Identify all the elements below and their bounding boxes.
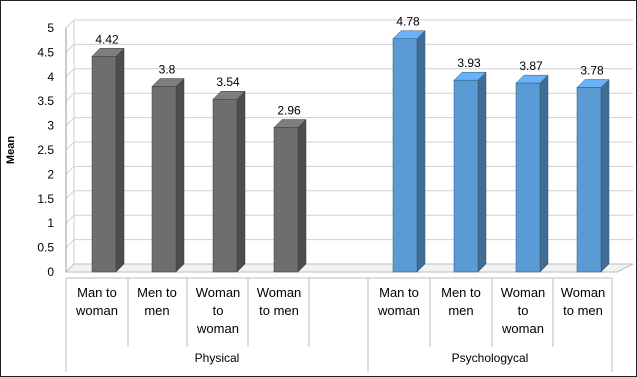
bar xyxy=(576,87,602,273)
chart-floor xyxy=(64,263,634,273)
category-label: Man to woman xyxy=(75,285,118,318)
category-label: Woman to woman xyxy=(501,285,546,336)
group-label: Psychologycal xyxy=(452,351,529,365)
category-label: Woman to woman xyxy=(196,285,241,336)
bar xyxy=(212,98,238,273)
gridline-depth xyxy=(65,214,75,224)
y-axis-label: Mean xyxy=(5,136,17,164)
bar-side xyxy=(600,78,610,273)
bar-side xyxy=(539,74,549,273)
bar-side xyxy=(416,30,426,273)
category-label: Woman to men xyxy=(561,285,606,318)
bar xyxy=(453,79,479,273)
bar xyxy=(91,56,117,273)
data-label: 3.93 xyxy=(457,56,481,70)
bar-side xyxy=(477,71,487,273)
group-label: Physical xyxy=(195,351,240,365)
bar xyxy=(273,127,299,273)
y-tick-label: 3 xyxy=(47,119,54,133)
gridline-depth xyxy=(65,166,75,175)
bar xyxy=(392,38,418,273)
gridline-depth xyxy=(65,117,75,126)
bar xyxy=(515,82,541,273)
category-label: Woman to men xyxy=(257,285,302,318)
bar-side xyxy=(297,118,307,273)
gridline-depth xyxy=(65,68,75,78)
category-label: Men to men xyxy=(441,285,481,318)
gridline-depth xyxy=(65,92,75,102)
y-tick-label: 4.5 xyxy=(37,45,54,59)
y-tick-label: 1.5 xyxy=(37,192,54,206)
y-tick-label: 5 xyxy=(47,21,54,35)
y-tick-label: 3.5 xyxy=(37,94,54,108)
gridline-depth xyxy=(65,141,75,151)
category-label: Man to woman xyxy=(377,285,420,318)
data-label: 3.78 xyxy=(580,64,604,78)
data-label: 3.8 xyxy=(159,63,176,77)
gridline-depth xyxy=(65,44,75,53)
data-label: 3.87 xyxy=(519,59,543,73)
bar-side xyxy=(175,77,185,273)
y-tick-label: 4 xyxy=(47,70,54,84)
bar-side xyxy=(236,90,246,273)
bar-side xyxy=(115,47,125,273)
gridline-depth xyxy=(65,239,75,248)
y-tick-label: 0.5 xyxy=(37,241,54,255)
category-label: Men to men xyxy=(137,285,177,318)
gridline-depth xyxy=(65,19,75,29)
data-label: 4.78 xyxy=(396,15,420,29)
data-label: 2.96 xyxy=(277,104,301,118)
gridline-depth xyxy=(65,190,75,200)
y-tick-label: 2.5 xyxy=(37,143,54,157)
y-tick-label: 1 xyxy=(47,216,54,230)
bar xyxy=(151,86,177,273)
y-tick-label: 2 xyxy=(47,167,54,181)
data-label: 3.54 xyxy=(216,75,240,89)
y-tick-label: 0 xyxy=(47,265,54,279)
data-label: 4.42 xyxy=(95,32,119,46)
